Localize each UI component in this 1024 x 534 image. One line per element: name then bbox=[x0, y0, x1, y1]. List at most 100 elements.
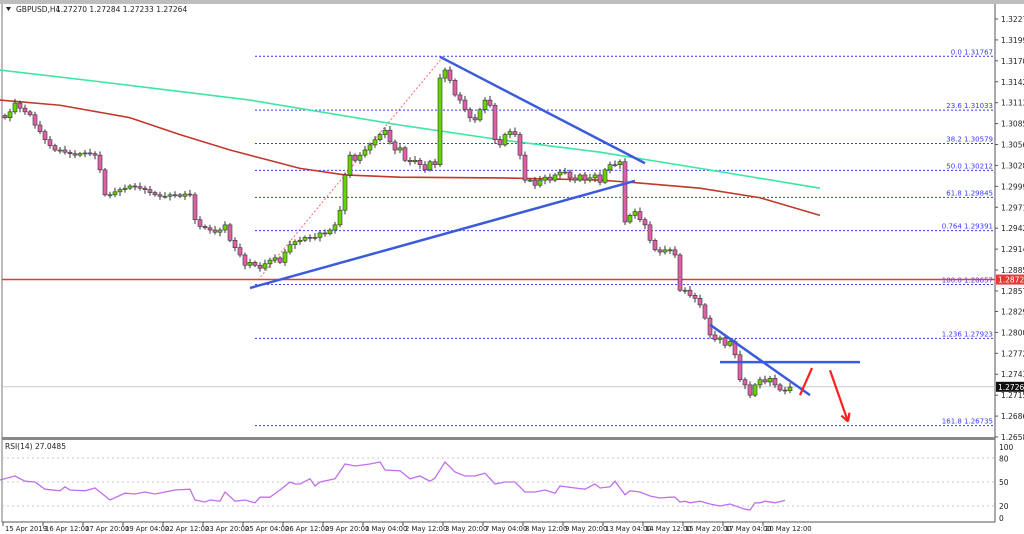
horizontal-level-price-tag bbox=[996, 274, 1024, 285]
candle-body bbox=[312, 237, 318, 239]
candle bbox=[757, 376, 763, 389]
candle bbox=[297, 236, 303, 245]
candle bbox=[772, 374, 778, 388]
time-tick-label: 23 Apr 20:00 bbox=[205, 525, 249, 533]
candle bbox=[222, 221, 228, 234]
dropdown-triangle-icon[interactable] bbox=[6, 7, 11, 11]
candle bbox=[22, 104, 28, 115]
candle bbox=[522, 151, 528, 184]
time-tick-label: 16 Apr 12:00 bbox=[45, 525, 89, 533]
candle bbox=[542, 174, 548, 185]
candle-body bbox=[677, 254, 683, 291]
candle-body bbox=[397, 147, 403, 151]
candle bbox=[552, 173, 558, 182]
candle bbox=[177, 192, 183, 199]
price-pane[interactable]: 0.0 1.31767 23.6 1.31033 38.2 1.30579 50.0 … bbox=[0, 48, 995, 427]
time-tick-label: 17 Apr 20:00 bbox=[85, 525, 129, 533]
rsi-pane[interactable] bbox=[0, 457, 995, 511]
candle-body bbox=[627, 215, 633, 223]
candle-body bbox=[447, 69, 453, 81]
candle-body bbox=[202, 226, 208, 229]
candle bbox=[677, 253, 683, 293]
candle bbox=[152, 190, 158, 197]
candle bbox=[27, 110, 33, 117]
candle-body bbox=[522, 154, 528, 181]
pane-divider[interactable] bbox=[2, 437, 995, 440]
candle bbox=[362, 145, 368, 158]
candle-body bbox=[692, 295, 698, 299]
candle-body bbox=[377, 134, 383, 141]
candle bbox=[267, 257, 273, 268]
candle-body bbox=[297, 239, 303, 243]
axes: 1.32275 1.31990 1.31705 1.31420 1.31135 1.308… bbox=[2, 15, 1024, 533]
candle-body bbox=[537, 179, 543, 186]
trendline bbox=[439, 55, 646, 165]
symbol-label: GBPUSD,H4 bbox=[16, 5, 61, 14]
candle-body bbox=[637, 211, 643, 221]
candle bbox=[302, 235, 308, 243]
candle bbox=[607, 161, 613, 174]
candle-body bbox=[97, 154, 103, 171]
candle bbox=[237, 243, 243, 258]
candle bbox=[582, 171, 588, 184]
candle bbox=[32, 111, 38, 129]
candle-body bbox=[532, 179, 538, 186]
candle-body bbox=[112, 191, 118, 196]
candle-body bbox=[2, 115, 8, 119]
candle-body bbox=[742, 379, 748, 386]
candle-body bbox=[417, 159, 423, 165]
candle-body bbox=[457, 94, 463, 101]
candle bbox=[117, 187, 123, 197]
candle-body bbox=[437, 77, 443, 165]
candle-body bbox=[127, 185, 133, 189]
candle-body bbox=[477, 109, 483, 121]
candle bbox=[227, 223, 233, 243]
candle bbox=[477, 107, 483, 122]
candle bbox=[7, 108, 13, 122]
candle bbox=[672, 246, 678, 258]
candle bbox=[52, 143, 58, 152]
candle-body bbox=[562, 171, 568, 174]
fib-level-label: 23.6 1.31033 bbox=[946, 102, 993, 110]
candle-body bbox=[672, 249, 678, 256]
candle bbox=[87, 148, 93, 157]
top-border bbox=[0, 0, 1024, 4]
candle bbox=[642, 217, 648, 230]
candle bbox=[392, 139, 398, 155]
candle bbox=[702, 303, 708, 320]
candle bbox=[532, 177, 538, 189]
candle bbox=[202, 224, 208, 230]
candle-body bbox=[717, 337, 723, 340]
candle-body bbox=[587, 177, 593, 181]
moving-average-line-0 bbox=[0, 69, 821, 189]
candle bbox=[657, 246, 663, 256]
candle-body bbox=[187, 193, 193, 196]
candle-body bbox=[372, 139, 378, 146]
current-price-tag bbox=[996, 381, 1024, 392]
candle bbox=[17, 100, 23, 113]
candle bbox=[307, 234, 313, 242]
candle bbox=[242, 252, 248, 270]
candle-body bbox=[87, 152, 93, 155]
candle bbox=[207, 224, 213, 234]
candle-body bbox=[697, 297, 703, 306]
candle bbox=[107, 191, 113, 199]
candle-body bbox=[192, 194, 198, 221]
candle bbox=[217, 227, 223, 237]
up-arrow-icon bbox=[798, 367, 814, 396]
horizontal-level-price-label: 1.28725 bbox=[998, 276, 1024, 285]
candle-body bbox=[302, 237, 308, 241]
candle bbox=[557, 169, 563, 179]
time-tick-label: 14 May 12:00 bbox=[645, 525, 692, 533]
candle bbox=[592, 172, 598, 183]
fib-level-label: 0.0 1.31767 bbox=[951, 48, 993, 56]
candle bbox=[747, 381, 753, 399]
candle bbox=[627, 213, 633, 224]
candle bbox=[142, 185, 148, 194]
candle bbox=[427, 159, 433, 172]
candle-body bbox=[12, 102, 18, 113]
candle bbox=[482, 97, 488, 114]
candle bbox=[162, 192, 168, 199]
fib-level-label: 61.8 1.29845 bbox=[946, 189, 993, 197]
rsi-tick-label: 100 bbox=[999, 443, 1014, 452]
